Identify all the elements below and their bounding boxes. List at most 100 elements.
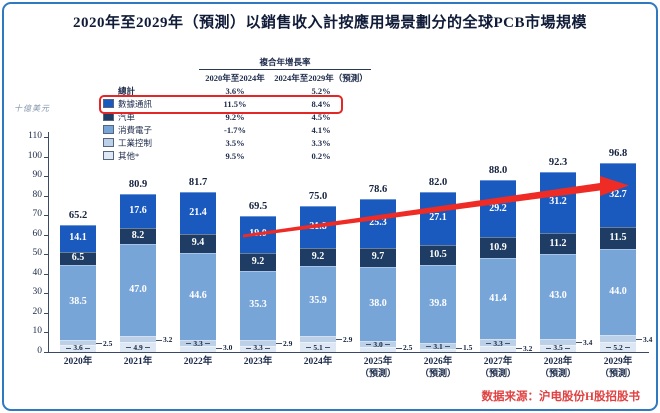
segment-消費電子: 41.4 — [480, 258, 516, 340]
cagr-value-1: 9.5% — [225, 150, 245, 161]
x-axis-year: 2026年 — [423, 357, 453, 367]
y-tick-label-80: 80 — [32, 189, 43, 200]
segment-汽車: 9.4 — [180, 234, 216, 253]
segment-其他* — [180, 346, 216, 352]
segment-value-label: 31.2 — [549, 196, 567, 208]
segment-汽車: 6.5 — [60, 252, 96, 265]
x-axis-label-2023年: 2023年 — [228, 356, 288, 368]
y-tick-label-90: 90 — [32, 170, 43, 181]
x-axis-label-2020年: 2020年 — [48, 356, 108, 368]
y-tick-mark-90 — [44, 176, 48, 178]
y-tick-label-40: 40 — [32, 267, 43, 278]
y-tick-mark-80 — [44, 195, 48, 197]
segment-汽車: 9.2 — [240, 252, 276, 271]
bar-2021年: 47.0 8.2 17.6 4.9 3.2 — [120, 193, 172, 352]
small-segment-label-inside: 3.5 — [540, 344, 576, 352]
y-tick-mark-20 — [44, 312, 48, 314]
y-tick-mark-50 — [44, 254, 48, 256]
segment-value-label: 35.9 — [309, 295, 327, 307]
segment-消費電子: 44.0 — [600, 249, 636, 336]
segment-value-label: 11.2 — [549, 237, 567, 249]
bar-total-label: 96.8 — [608, 147, 628, 159]
chart-title: 2020年至2029年（預測）以銷售收入計按應用場景劃分的全球PCB市場規模 — [72, 15, 587, 31]
bar-total-label: 78.6 — [368, 183, 388, 195]
legend-swatch — [103, 125, 114, 134]
y-tick-label-10: 10 — [32, 326, 43, 337]
x-axis-year: 2023年 — [243, 357, 273, 367]
small-segment-label-outside: 2.5 — [96, 340, 112, 348]
legend-label-cell: 汽車 — [103, 111, 199, 123]
cagr-value-1: 3.6% — [225, 85, 245, 96]
legend-label: 其他* — [118, 150, 140, 161]
bar-total-label: 69.5 — [248, 200, 268, 212]
cagr-value-2: 4.1% — [311, 124, 331, 135]
segment-value-label: 43.0 — [549, 290, 567, 302]
segment-value-label: 47.0 — [129, 284, 147, 296]
y-tick-mark-10 — [44, 332, 48, 334]
legend-label-cell: 其他* — [103, 150, 199, 162]
data-source: 数据来源：沪电股份H股招股书 — [481, 391, 640, 403]
x-axis-year: 2021年 — [123, 357, 153, 367]
segment-value-label: 10.5 — [429, 248, 447, 260]
x-axis-forecast-note: （預測） — [599, 368, 636, 379]
legend-row-工業控制: 工業控制 3.5% 3.3% — [103, 136, 371, 149]
x-axis-line — [48, 352, 649, 353]
segment-汽車: 9.2 — [300, 248, 336, 267]
bar-total-label: 82.0 — [428, 176, 448, 188]
segment-數據通訊: 27.1 — [420, 191, 456, 245]
small-segment-label-inside: 3.3 — [180, 340, 216, 348]
small-segment-label-inside: 3.0 — [360, 341, 396, 349]
y-tick-mark-30 — [44, 293, 48, 295]
segment-消費電子: 35.3 — [240, 270, 276, 340]
segment-汽車: 9.7 — [360, 248, 396, 267]
x-axis-label-2027年: 2027年 （預測） — [468, 356, 528, 380]
x-axis-year: 2022年 — [183, 357, 213, 367]
segment-汽車: 10.5 — [420, 244, 456, 266]
x-axis-label-2022年: 2022年 — [168, 356, 228, 368]
segment-value-label: 38.0 — [369, 298, 387, 310]
segment-value-label: 19.0 — [249, 228, 267, 240]
segment-value-label: 29.2 — [489, 202, 507, 214]
segment-數據通訊: 32.7 — [600, 162, 636, 227]
x-axis-year: 2024年 — [303, 357, 333, 367]
cagr-legend-table: 複合年增長率 2020年至2024年 2024年至2029年（預測） 總計 3.6… — [99, 56, 371, 162]
x-axis-label-2024年: 2024年 — [288, 356, 348, 368]
small-segment-label-inside: 5.2 — [600, 344, 636, 352]
cagr-value-1: 3.5% — [225, 137, 245, 148]
bar-2020年: 38.5 6.5 14.1 3.6 2.5 — [60, 224, 112, 352]
segment-消費電子: 38.0 — [360, 266, 396, 342]
small-segment-label-outside: 3.4 — [576, 339, 592, 347]
x-axis-forecast-note: （預測） — [479, 368, 516, 379]
cagr-table-header: 複合年增長率 — [199, 56, 371, 70]
small-segment-label-outside: 3.0 — [216, 344, 232, 352]
y-tick-label-100: 100 — [27, 150, 42, 161]
bar-2022年: 44.6 9.4 21.4 3.3 3.0 — [180, 192, 232, 352]
legend-label: 汽車 — [118, 111, 136, 122]
segment-數據通訊: 14.1 — [60, 224, 96, 253]
bar-2023年: 35.3 9.2 19.0 3.3 2.9 — [240, 215, 292, 352]
y-tick-label-0: 0 — [37, 346, 42, 356]
x-axis-label-2028年: 2028年 （預測） — [528, 356, 588, 380]
segment-數據通訊: 31.2 — [540, 171, 576, 233]
x-axis-year: 2025年 — [363, 357, 393, 367]
cagr-value-1: -1.7% — [224, 124, 246, 135]
segment-value-label: 9.2 — [311, 251, 325, 263]
segment-value-label: 14.1 — [69, 232, 87, 244]
segment-value-label: 27.1 — [429, 212, 447, 224]
segment-value-label: 39.8 — [429, 298, 447, 310]
segment-value-label: 9.4 — [191, 237, 205, 249]
segment-value-label: 44.0 — [609, 286, 627, 298]
x-axis-forecast-note: （預測） — [539, 368, 576, 379]
small-segment-label-outside: 1.5 — [456, 344, 472, 352]
segment-汽車: 11.5 — [600, 226, 636, 250]
y-tick-mark-0 — [44, 352, 48, 353]
x-axis-year: 2029年 — [603, 357, 633, 367]
segment-value-label: 32.7 — [609, 188, 627, 200]
bar-total-label: 81.7 — [188, 177, 208, 189]
bar-total-label: 80.9 — [128, 178, 148, 190]
y-axis-unit-label: 十億美元 — [14, 104, 50, 113]
segment-value-label: 10.9 — [489, 241, 507, 253]
segment-數據通訊: 25.3 — [360, 198, 396, 249]
segment-汽車: 11.2 — [540, 232, 576, 255]
